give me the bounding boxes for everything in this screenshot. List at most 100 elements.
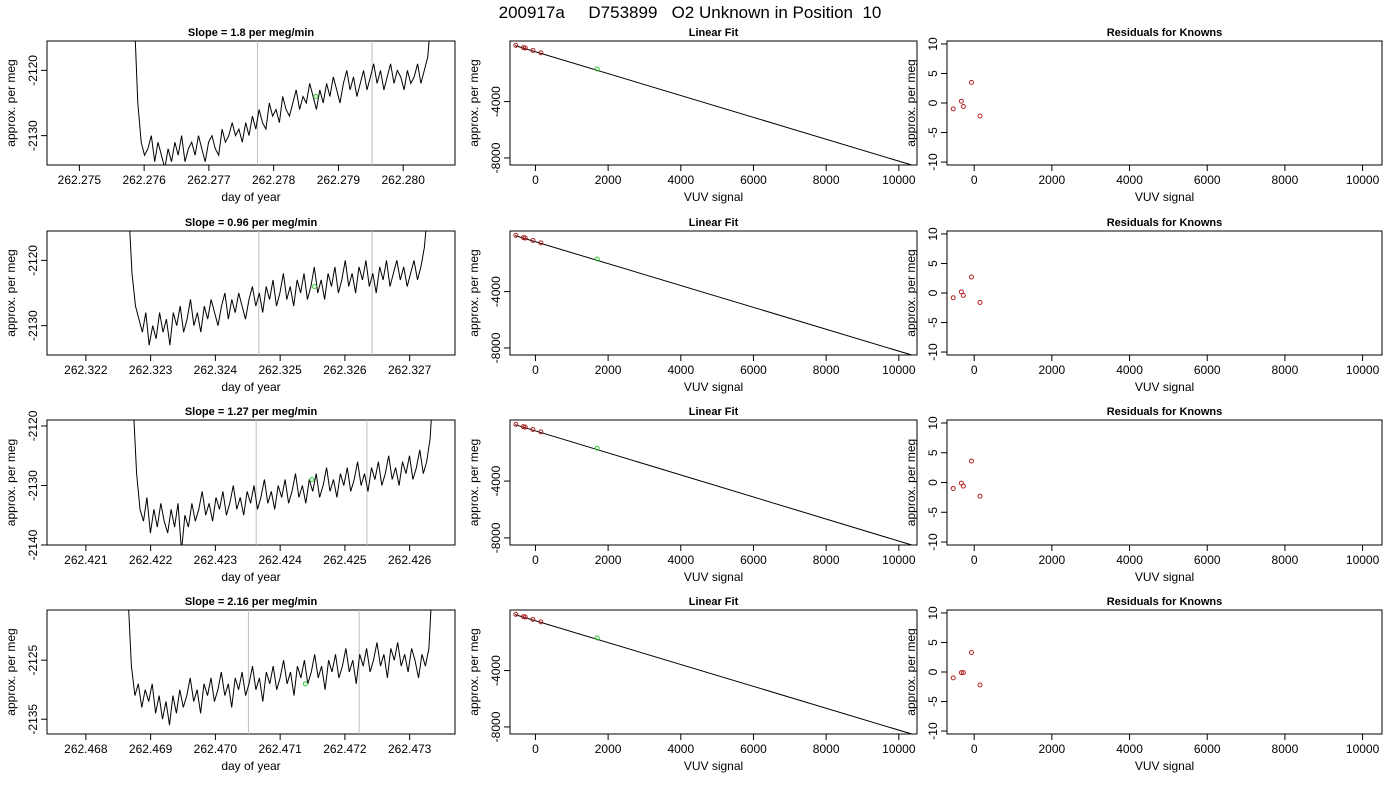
y-tick-label: -2120 xyxy=(26,410,40,441)
x-axis-label: VUV signal xyxy=(684,759,743,773)
plot-area xyxy=(513,42,913,165)
x-tick-label: 4000 xyxy=(1116,553,1143,567)
x-tick-label: 0 xyxy=(971,742,978,756)
panel-title: Linear Fit xyxy=(689,596,739,608)
y-tick-label: -5 xyxy=(926,696,940,707)
y-tick-label: -2130 xyxy=(26,310,40,341)
figure-title: 200917a D753899 O2 Unknown in Position 1… xyxy=(499,3,882,22)
panel-title: Slope = 1.8 per meg/min xyxy=(188,27,315,39)
x-tick-label: 262.280 xyxy=(381,173,425,187)
x-axis-label: VUV signal xyxy=(1135,570,1194,584)
panel-5: Linear Fit 0 2000 4000 6000 8000 10000 VUV sign… xyxy=(467,217,918,394)
known-point xyxy=(538,619,544,625)
x-tick-label: 4000 xyxy=(667,173,694,187)
x-axis-label: day of year xyxy=(221,570,280,584)
panel-1: Slope = 1.8 per meg/min 262.275 262.276 262… xyxy=(4,27,456,204)
y-tick-label: -8000 xyxy=(489,711,503,742)
residual-point xyxy=(950,106,956,112)
y-tick-label: -2125 xyxy=(26,645,40,676)
x-tick-label: 10000 xyxy=(1346,742,1380,756)
y-tick-label: -5 xyxy=(926,127,940,138)
y-tick-label: -5 xyxy=(926,317,940,328)
y-tick-label: -2120 xyxy=(26,245,40,276)
plot-frame xyxy=(509,419,918,546)
y-tick-label: -8000 xyxy=(489,332,503,363)
x-tick-label: 6000 xyxy=(1194,173,1221,187)
y-axis-label: approx. per meg xyxy=(904,628,918,715)
unknown-point xyxy=(594,635,600,641)
y-tick-label: 10 xyxy=(926,37,940,51)
y-tick-label: 5 xyxy=(926,260,940,267)
x-tick-label: 8000 xyxy=(1272,553,1299,567)
y-tick-label: -4000 xyxy=(489,465,503,496)
x-tick-label: 262.324 xyxy=(194,363,238,377)
known-point xyxy=(513,611,519,617)
panel-7: Slope = 1.27 per meg/min 262.421 262.422 26… xyxy=(4,406,456,584)
x-tick-label: 262.426 xyxy=(388,553,432,567)
x-tick-label: 262.325 xyxy=(258,363,302,377)
residual-point xyxy=(950,485,956,491)
y-tick-label: 5 xyxy=(926,70,940,77)
known-point xyxy=(513,421,519,427)
unknown-point xyxy=(594,66,600,72)
known-point xyxy=(522,614,528,620)
x-tick-label: 8000 xyxy=(813,173,840,187)
known-point xyxy=(513,42,519,48)
x-tick-label: 10000 xyxy=(882,363,916,377)
x-tick-label: 4000 xyxy=(667,363,694,377)
x-tick-label: 2000 xyxy=(595,363,622,377)
x-tick-label: 2000 xyxy=(1039,742,1066,756)
plot-area xyxy=(950,274,983,305)
plot-area xyxy=(513,232,913,355)
x-tick-label: 8000 xyxy=(813,363,840,377)
panel-2: Linear Fit 0 2000 4000 6000 8000 10000 VUV sign… xyxy=(467,27,918,204)
residual-point xyxy=(968,79,974,85)
x-tick-label: 4000 xyxy=(667,553,694,567)
y-tick-label: -8000 xyxy=(489,522,503,553)
plot-area xyxy=(513,421,913,545)
series-line xyxy=(133,420,432,545)
x-tick-label: 0 xyxy=(971,173,978,187)
residual-point xyxy=(958,670,964,676)
y-axis-label: approx. per meg xyxy=(4,628,18,715)
panel-title: Linear Fit xyxy=(689,406,739,418)
x-tick-label: 262.326 xyxy=(323,363,367,377)
plot-frame xyxy=(46,609,456,735)
x-tick-label: 262.425 xyxy=(323,553,367,567)
plot-area xyxy=(128,610,432,734)
plot-frame xyxy=(509,40,918,166)
x-tick-label: 262.327 xyxy=(388,363,432,377)
residual-point xyxy=(960,483,966,489)
y-tick-label: -4000 xyxy=(489,655,503,686)
residual-point xyxy=(960,292,966,298)
plot-frame xyxy=(509,230,918,356)
x-axis-label: VUV signal xyxy=(1135,190,1194,204)
x-tick-label: 2000 xyxy=(595,173,622,187)
x-tick-label: 2000 xyxy=(1039,363,1066,377)
residual-point xyxy=(950,675,956,681)
panel-title: Residuals for Knowns xyxy=(1107,217,1223,229)
unknown-marker xyxy=(313,93,319,99)
residual-point xyxy=(977,493,983,499)
residual-point xyxy=(977,682,983,688)
plot-frame xyxy=(509,609,918,735)
known-point xyxy=(530,616,536,622)
fit-line xyxy=(514,424,913,545)
x-tick-label: 262.276 xyxy=(122,173,166,187)
y-tick-label: 10 xyxy=(926,606,940,620)
plot-frame xyxy=(946,40,1383,166)
panel-title: Residuals for Knowns xyxy=(1107,27,1223,39)
plot-frame xyxy=(946,609,1383,735)
unknown-marker xyxy=(311,283,317,289)
x-tick-label: 8000 xyxy=(813,553,840,567)
x-tick-label: 10000 xyxy=(1346,173,1380,187)
panel-title: Slope = 0.96 per meg/min xyxy=(185,217,318,229)
y-tick-label: 5 xyxy=(926,449,940,456)
y-tick-label: 10 xyxy=(926,416,940,430)
y-tick-label: -4000 xyxy=(489,86,503,117)
y-tick-label: -10 xyxy=(926,343,940,361)
x-tick-label: 4000 xyxy=(1116,173,1143,187)
